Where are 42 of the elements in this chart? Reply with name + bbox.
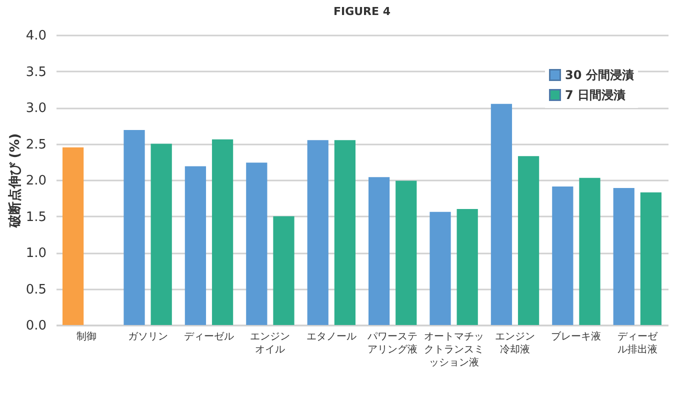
x-tick-label: ディーゼル — [184, 332, 234, 342]
x-tick-label: ブレーキ液 — [551, 330, 602, 342]
bar — [184, 166, 206, 325]
y-tick-label: 2.0 — [26, 174, 46, 188]
y-tick-label: 1.5 — [26, 210, 46, 225]
legend-label: 7 日間浸漬 — [565, 88, 626, 102]
y-tick-label: 0.5 — [26, 282, 46, 298]
bar — [246, 162, 268, 325]
bar — [307, 140, 328, 325]
bar — [396, 180, 417, 325]
x-tick-label: オートマチックトランスミッション液 — [424, 332, 484, 368]
y-tick-label: 4.0 — [26, 28, 46, 44]
bar — [518, 156, 540, 325]
bar — [430, 212, 451, 325]
y-tick-label: 1.0 — [26, 246, 46, 261]
x-tick-label: ディーゼル排出液 — [617, 332, 658, 356]
x-tick-label: エタノール — [306, 332, 356, 342]
bar — [334, 140, 356, 325]
bar — [613, 188, 634, 325]
y-tick-label: 2.5 — [26, 137, 46, 152]
y-tick-label: 3.0 — [26, 101, 46, 116]
y-tick-label: 3.5 — [26, 64, 46, 80]
bar — [552, 186, 574, 325]
bar — [456, 209, 478, 325]
x-tick-label: エンジンオイル — [250, 332, 290, 356]
bar — [273, 216, 294, 325]
x-tick-label: 制御 — [76, 330, 97, 342]
bar — [62, 147, 84, 325]
y-axis-title: 破断点伸び (%) — [6, 133, 23, 229]
x-tick-label: ガソリン — [128, 332, 168, 342]
x-tick-label: エンジン冷却液 — [495, 332, 535, 356]
x-tick-label: パワーステアリング液 — [366, 332, 418, 356]
bar — [212, 139, 234, 325]
bar — [368, 177, 390, 325]
y-tick-label: 0.0 — [26, 318, 46, 334]
legend-label: 30 分間浸漬 — [565, 68, 634, 82]
chart-title: FIGURE 4 — [333, 5, 391, 18]
bar — [579, 178, 600, 325]
bar — [640, 192, 662, 325]
bar — [124, 130, 145, 325]
bar — [490, 104, 512, 325]
bar — [150, 144, 172, 325]
